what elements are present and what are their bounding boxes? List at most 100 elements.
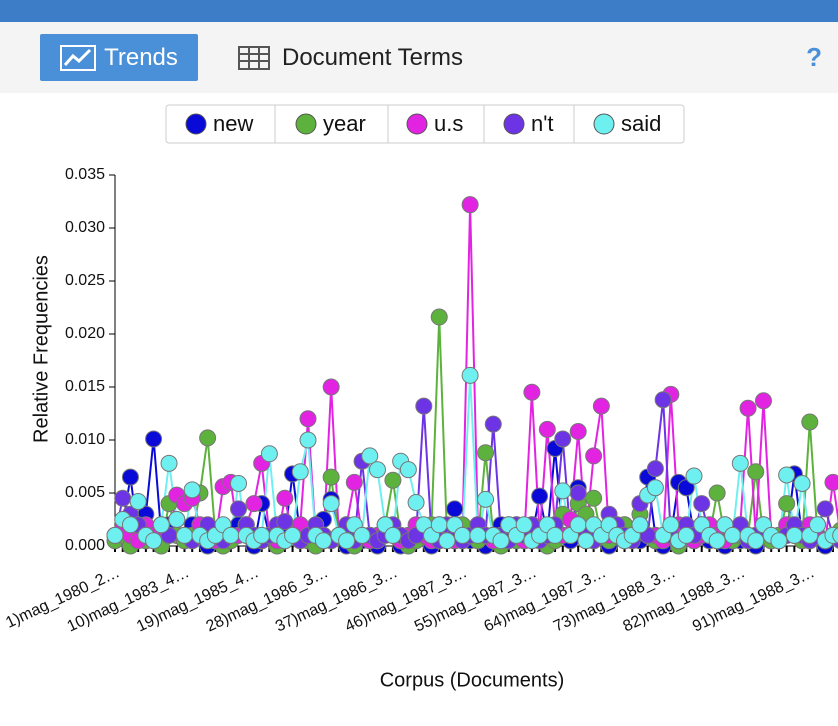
data-point xyxy=(276,489,294,507)
tab-label: Trends xyxy=(104,43,178,71)
x-tick-label: 82)mag_1988_3… xyxy=(620,564,747,635)
data-point xyxy=(222,526,240,544)
data-point xyxy=(438,532,456,550)
data-point xyxy=(368,461,386,479)
data-point xyxy=(399,461,417,479)
x-tick-label: 19)mag_1985_4… xyxy=(134,564,261,635)
data-point xyxy=(724,526,742,544)
trend-icon xyxy=(60,44,97,71)
data-point xyxy=(515,516,533,534)
data-point xyxy=(106,526,124,544)
data-point xyxy=(492,532,510,550)
y-axis-title: Relative Frequencies xyxy=(30,255,52,443)
data-point xyxy=(770,532,788,550)
data-point xyxy=(585,447,603,465)
data-point xyxy=(778,466,796,484)
legend-label: n't xyxy=(531,111,554,136)
legend-label: u.s xyxy=(434,111,463,136)
data-point xyxy=(260,445,278,463)
help-button[interactable]: ? xyxy=(806,42,822,72)
data-point xyxy=(832,527,838,544)
data-point xyxy=(114,489,132,507)
legend-label: year xyxy=(323,111,366,136)
data-point xyxy=(291,463,309,481)
data-point xyxy=(299,410,317,428)
data-point xyxy=(199,429,217,447)
data-point xyxy=(276,513,294,531)
data-point xyxy=(778,495,796,513)
legend-swatch xyxy=(406,113,428,135)
y-tick-label: 0.000 xyxy=(65,537,105,554)
data-point xyxy=(569,516,587,534)
legend-swatch xyxy=(503,113,525,135)
data-point xyxy=(484,415,502,433)
data-point xyxy=(152,516,170,534)
data-point xyxy=(754,392,772,410)
data-point xyxy=(662,516,680,534)
y-tick-label: 0.010 xyxy=(65,431,105,448)
document-terms-tab[interactable]: Document Terms xyxy=(238,34,463,81)
y-tick-label: 0.020 xyxy=(65,325,105,342)
legend-label: said xyxy=(621,111,661,136)
data-point xyxy=(577,532,595,550)
chart: Relative Frequencies Corpus (Documents) … xyxy=(3,104,838,691)
data-point xyxy=(816,500,834,518)
data-point xyxy=(523,383,541,401)
x-tick-label: 73)mag_1988_3… xyxy=(551,564,678,635)
data-point xyxy=(245,495,263,513)
legend-label: new xyxy=(213,111,253,136)
data-point xyxy=(569,423,587,441)
data-point xyxy=(430,308,448,326)
data-point xyxy=(183,481,201,499)
data-point xyxy=(345,473,363,491)
data-point xyxy=(654,391,672,409)
x-tick-label: 55)mag_1987_3… xyxy=(412,564,539,635)
data-point xyxy=(731,454,749,472)
data-point xyxy=(554,482,572,500)
data-point xyxy=(546,526,564,544)
data-point xyxy=(384,471,402,489)
data-point xyxy=(322,378,340,396)
legend-swatch xyxy=(185,113,207,135)
data-point xyxy=(747,532,765,550)
x-tick-label: 64)mag_1987_3… xyxy=(482,564,609,635)
data-point xyxy=(299,431,317,449)
data-point xyxy=(407,494,425,512)
x-tick-label: 28)mag_1986_3… xyxy=(204,564,331,635)
data-point xyxy=(631,516,649,534)
data-point xyxy=(708,484,726,502)
data-point xyxy=(415,397,433,415)
data-point xyxy=(747,463,765,481)
y-tick-label: 0.030 xyxy=(65,219,105,236)
y-tick-label: 0.005 xyxy=(65,484,105,501)
data-point xyxy=(809,516,827,534)
toolbar: Trends Document Terms ? xyxy=(0,22,838,93)
data-point xyxy=(477,490,495,508)
data-point xyxy=(685,467,703,485)
data-point xyxy=(708,532,726,550)
data-point xyxy=(739,399,757,417)
data-point xyxy=(453,526,471,544)
data-point xyxy=(175,526,193,544)
data-point xyxy=(531,487,549,505)
data-point xyxy=(646,479,664,497)
trends-tab[interactable]: Trends xyxy=(40,34,198,81)
x-tick-label: 1)mag_1980_2… xyxy=(3,564,122,632)
data-point xyxy=(677,479,695,497)
data-point xyxy=(160,454,178,472)
data-point xyxy=(646,460,664,478)
tab-label: Document Terms xyxy=(282,43,463,71)
data-point xyxy=(554,430,572,448)
data-point xyxy=(168,511,186,528)
x-tick-label: 37)mag_1986_3… xyxy=(273,564,400,635)
data-point xyxy=(230,500,248,518)
data-point xyxy=(145,430,163,448)
data-point xyxy=(145,532,163,550)
data-point xyxy=(253,526,271,544)
data-point xyxy=(384,526,402,544)
data-point xyxy=(353,526,371,544)
data-point xyxy=(314,532,332,550)
data-point xyxy=(824,473,838,491)
y-tick-label: 0.035 xyxy=(65,166,105,183)
